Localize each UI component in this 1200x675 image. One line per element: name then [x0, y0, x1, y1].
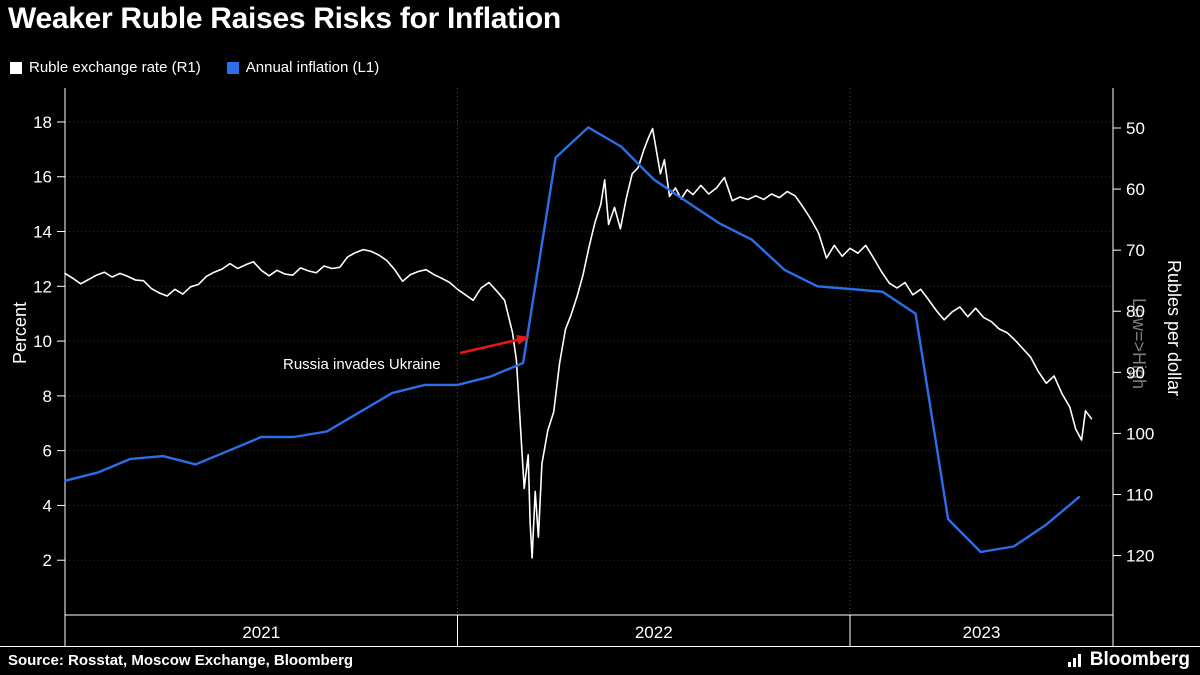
x-axis-year-label: 2023	[963, 623, 1001, 642]
annotation-label: Russia invades Ukraine	[283, 356, 441, 373]
left-axis-tick-label: 18	[33, 113, 52, 132]
legend-label: Annual inflation (L1)	[245, 59, 380, 76]
legend-swatch-icon	[10, 61, 22, 74]
left-axis-tick-label: 4	[43, 496, 52, 515]
annotation-arrow-head	[516, 335, 530, 345]
right-axis-tick-label: 60	[1126, 180, 1145, 199]
annotation-arrow-shaft	[459, 338, 518, 355]
right-axis-tick-label: 70	[1126, 241, 1145, 260]
left-axis-tick-label: 8	[43, 387, 52, 406]
x-axis-year-label: 2022	[635, 623, 673, 642]
source-text: Source: Rosstat, Moscow Exchange, Bloomb…	[8, 652, 354, 669]
footer-divider	[0, 646, 1200, 647]
left-axis-tick-label: 6	[43, 442, 52, 461]
right-axis-tick-label: 80	[1126, 302, 1145, 321]
left-axis-tick-label: 10	[33, 332, 52, 351]
right-axis-tick-label: 50	[1126, 119, 1145, 138]
right-axis-tick-label: 120	[1126, 547, 1154, 566]
left-axis-tick-label: 16	[33, 168, 52, 187]
legend: Ruble exchange rate (R1) Annual inflation…	[10, 59, 379, 76]
left-axis-tick-label: 14	[33, 223, 52, 242]
legend-label: Ruble exchange rate (R1)	[29, 59, 201, 76]
bloomberg-logo: Bloomberg	[1067, 649, 1190, 671]
bloomberg-chart-icon	[1067, 654, 1081, 667]
right-axis-tick-label: 100	[1126, 424, 1154, 443]
bloomberg-wordmark: Bloomberg	[1089, 649, 1190, 670]
chart-title: Weaker Ruble Raises Risks for Inflation	[8, 2, 561, 35]
x-axis-year-label: 2021	[242, 623, 280, 642]
legend-swatch-icon	[226, 61, 239, 74]
left-axis-tick-label: 2	[43, 551, 52, 570]
right-axis-tick-label: 110	[1126, 485, 1153, 504]
annual-inflation-line	[63, 126, 1081, 554]
legend-item: Annual inflation (L1)	[226, 59, 380, 76]
right-axis-tick-label: 90	[1126, 363, 1145, 382]
legend-item: Ruble exchange rate (R1)	[10, 59, 201, 76]
left-axis-tick-label: 12	[33, 277, 52, 296]
ruble-exchange-rate-line	[64, 127, 1093, 559]
